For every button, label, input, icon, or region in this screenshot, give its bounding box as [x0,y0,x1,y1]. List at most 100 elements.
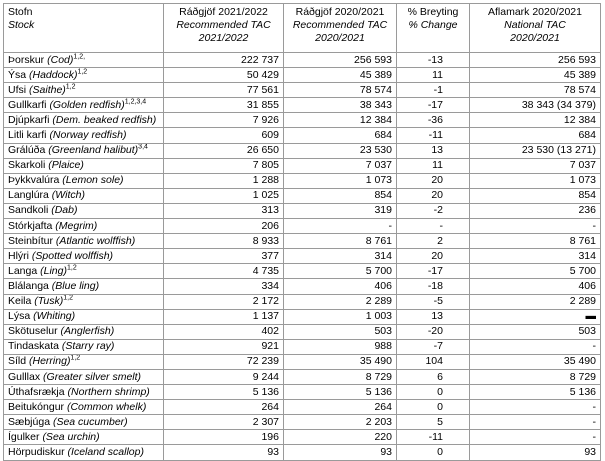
value-cell: 77 561 [163,82,284,99]
table-row: Djúpkarfi (Dem. beaked redfish) 7 926 12 3… [3,112,601,129]
value-cell: 256 593 [469,51,601,69]
value-cell: 9 244 [163,368,284,386]
value-cell: 93 [163,444,284,461]
value-cell: 8 729 [469,368,601,386]
table-row: Litli karfi (Norway redfish) 609 684 -11 684 [3,127,601,144]
stock-name: Sandkoli [8,204,49,217]
stock-english: (Plaice) [48,159,84,172]
header-cell: Stofn Stock [3,3,164,53]
stock-english: (Herring) [29,355,71,368]
change-cell: 13 [396,142,470,159]
stock-name: Þorskur [8,53,45,66]
stock-cell: Sandkoli (Dab) [3,202,164,220]
stock-name: Gullkarfi [8,98,47,111]
value-cell: 503 [283,323,397,340]
value-cell: - [283,218,397,235]
stock-english: (Megrim) [55,219,98,232]
table-row: Ýsa (Haddock)1,2 50 429 45 389 11 45 389 [3,67,601,84]
header-text-english: 2021/2022 [198,32,249,44]
change-cell: -5 [396,293,470,310]
stock-name: Hörpudiskur [8,445,65,458]
value-cell: 988 [283,338,397,355]
value-cell: 35 490 [283,353,397,370]
stock-cell: Langa (Ling)1,2 [3,263,164,280]
footnote-ref: 1,2 [77,68,88,76]
stock-cell: Beitukóngur (Common whelk) [3,399,164,416]
value-cell: 334 [163,278,284,295]
change-cell: 13 [396,308,470,325]
stock-name: Þykkvalúra [8,174,60,187]
value-cell: 7 805 [163,157,284,174]
table-row: Steinbítur (Atlantic wolffish) 8 933 8 761… [3,233,601,250]
stock-cell: Blálanga (Blue ling) [3,278,164,295]
change-cell: -11 [396,127,470,144]
change-cell: 6 [396,368,470,386]
header-cell: % Breyting% Change [396,3,470,53]
stock-name: Lýsa [8,310,31,323]
value-cell: 26 650 [163,142,284,159]
value-cell: 1 288 [163,172,284,189]
stock-english: (Norway redfish) [49,129,127,142]
stock-name: Ígulker [8,430,40,443]
header-text: % Breyting [407,6,459,18]
stock-name: Skötuselur [8,325,58,338]
stock-english: (Sea cucumber) [52,415,128,428]
value-cell: 264 [163,399,284,416]
value-cell: 38 343 (34 379) [469,97,601,114]
stock-cell: Langlúra (Witch) [3,187,164,204]
stock-english: (Greenland halibut) [48,144,139,157]
header-text: Stofn [8,6,33,18]
table-row: Beitukóngur (Common whelk) 264 264 0- [3,399,601,416]
stock-english: (Saithe) [29,83,66,96]
change-cell: - [396,218,470,235]
value-cell: 854 [469,187,601,204]
value-cell: 12 384 [469,112,601,129]
stock-english: (Dem. beaked redfish) [52,113,157,126]
stock-cell: Ufsi (Saithe)1,2 [3,82,164,99]
value-cell: 23 530 (13 271) [469,142,601,159]
stock-english: (Haddock) [29,68,78,81]
stock-cell: Ýsa (Haddock)1,2 [3,67,164,84]
value-cell: - [469,414,601,431]
value-cell: - [469,429,601,446]
value-cell: 206 [163,218,284,235]
value-cell: 5 700 [469,263,601,280]
stock-name: Hlýri [8,249,29,262]
value-cell: 1 073 [283,172,397,189]
stock-name: Gulllax [8,370,41,383]
table-row: Þorskur (Cod)1,2, 222 737 256 593 -13 256 59… [3,51,601,69]
change-cell: 0 [396,444,470,461]
table-row: Stórkjafta (Megrim) 206- - - [3,218,601,235]
change-cell: 11 [396,67,470,84]
value-cell: - [469,218,601,235]
change-cell: -18 [396,278,470,295]
table-row: Langlúra (Witch) 1 025 854 20 854 [3,187,601,204]
stock-cell: Sæbjúga (Sea cucumber) [3,414,164,431]
stock-cell: Síld (Herring)1,2 [3,353,164,370]
table-row: Blálanga (Blue ling) 334 406 -18 406 [3,278,601,295]
change-cell: 11 [396,157,470,174]
value-cell: 5 136 [469,384,601,401]
value-cell: 220 [283,429,397,446]
stock-cell: Gulllax (Greater silver smelt) [3,368,164,386]
stock-english: (Sea urchin) [42,430,100,443]
stock-english: (Dab) [51,204,78,217]
stock-cell: Steinbítur (Atlantic wolffish) [3,233,164,250]
header-cell: Ráðgjöf 2021/2022 Recommended TAC 2021/202… [163,3,284,53]
table-row: Keila (Tusk)1,2 2 172 2 289 -5 2 289 [3,293,601,310]
stock-english: (Blue ling) [51,279,100,292]
change-cell: 20 [396,187,470,204]
value-cell: 406 [283,278,397,295]
value-cell: 35 490 [469,353,601,370]
stock-cell: Hlýri (Spotted wolffish) [3,248,164,265]
table-row: Tindaskata (Starry ray) 921 988 -7- [3,338,601,355]
change-cell: 5 [396,414,470,431]
stock-english: (Witch) [51,189,85,202]
value-cell: ▬ [469,308,601,325]
header-cell: Ráðgjöf 2020/2021 Recommended TAC 2020/202… [283,3,397,53]
stock-name: Litli karfi [8,129,47,142]
value-cell: 8 761 [283,233,397,250]
table-row: Skötuselur (Anglerfish) 402 503 -20 503 [3,323,601,340]
value-cell: 7 037 [469,157,601,174]
stock-english: (Cod) [47,53,74,66]
